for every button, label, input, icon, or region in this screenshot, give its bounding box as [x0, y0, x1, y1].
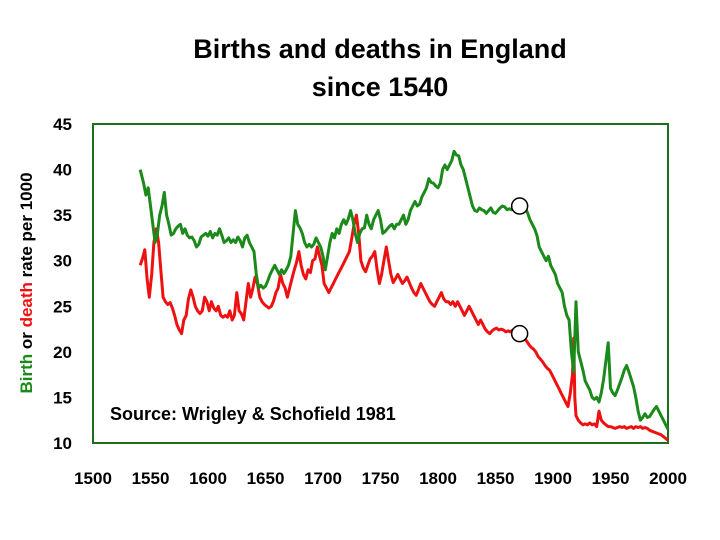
y-tick-label: 30	[53, 252, 72, 271]
birth-rate-line	[138, 149, 670, 430]
y-tick-label: 45	[53, 115, 72, 134]
x-tick-label: 1950	[592, 469, 630, 488]
marker-circle-1	[510, 197, 529, 215]
x-tick-label: 1500	[74, 469, 112, 488]
x-tick-label: 1600	[189, 469, 227, 488]
x-tick-label: 1650	[247, 469, 285, 488]
chart-title-line-2: since 1540	[311, 72, 449, 102]
series-layer	[138, 149, 670, 442]
chart-title-line-1: Births and deaths in England	[193, 34, 567, 64]
y-axis-label-part-2: or	[17, 327, 36, 353]
y-axis-label: Birth or death rate per 1000	[17, 172, 36, 393]
y-axis-label-part-3: death	[17, 282, 36, 327]
source-annotation: Source: Wrigley & Schofield 1981	[110, 404, 396, 424]
y-tick-label: 35	[53, 206, 72, 225]
x-tick-label: 1750	[362, 469, 400, 488]
marker-layer	[510, 197, 529, 343]
x-tick-label: 1700	[304, 469, 342, 488]
y-tick-label: 25	[53, 297, 72, 316]
y-axis-ticks: 10 15 20 25 30 35 40 45	[53, 115, 72, 453]
y-axis-label-part-1: Birth	[17, 354, 36, 394]
x-axis-ticks: 1500 1550 1600 1650 1700 1750 1800 1850 1900 1950…	[74, 469, 687, 488]
y-tick-label: 40	[53, 161, 72, 180]
plot-frame	[92, 123, 669, 444]
x-tick-label: 1550	[132, 469, 170, 488]
marker-circle-2	[510, 324, 529, 343]
x-tick-label: 1850	[477, 469, 515, 488]
x-tick-label: 2000	[649, 469, 687, 488]
y-tick-label: 15	[53, 388, 72, 407]
x-tick-label: 1800	[419, 469, 457, 488]
x-tick-label: 1900	[534, 469, 572, 488]
y-axis-label-part-4: rate per 1000	[17, 172, 36, 282]
y-tick-label: 20	[53, 343, 72, 362]
chart-title: Births and deaths in England since 1540	[90, 30, 670, 106]
y-tick-label: 10	[53, 434, 72, 453]
death-rate-line	[138, 213, 669, 442]
